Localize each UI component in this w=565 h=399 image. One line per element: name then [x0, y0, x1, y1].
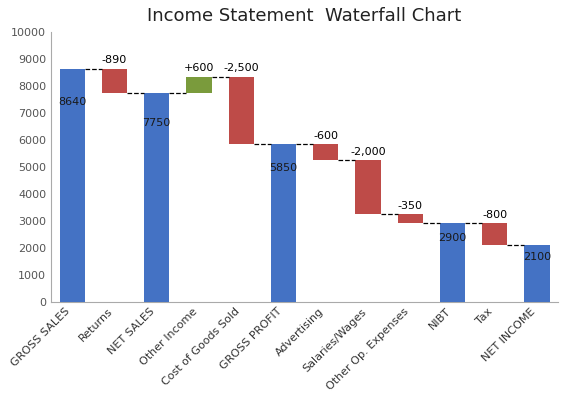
Text: 7750: 7750: [142, 118, 171, 128]
Text: 2100: 2100: [523, 252, 551, 262]
Text: -350: -350: [398, 201, 423, 211]
Text: 8640: 8640: [58, 97, 86, 107]
Text: -800: -800: [482, 210, 507, 220]
Bar: [228, 77, 254, 144]
Bar: [59, 69, 85, 302]
Text: -2,500: -2,500: [223, 63, 259, 73]
Bar: [144, 93, 169, 302]
Bar: [524, 245, 550, 302]
Bar: [398, 214, 423, 223]
Text: -2,000: -2,000: [350, 147, 386, 157]
Bar: [482, 223, 507, 245]
Text: -890: -890: [102, 55, 127, 65]
Title: Income Statement  Waterfall Chart: Income Statement Waterfall Chart: [147, 7, 462, 25]
Text: 5850: 5850: [270, 163, 298, 173]
Text: 2900: 2900: [438, 233, 467, 243]
Bar: [440, 223, 465, 302]
Bar: [313, 144, 338, 160]
Bar: [102, 69, 127, 93]
Bar: [186, 77, 212, 93]
Text: -600: -600: [313, 130, 338, 141]
Bar: [355, 160, 381, 214]
Text: +600: +600: [184, 63, 214, 73]
Bar: [271, 144, 296, 302]
